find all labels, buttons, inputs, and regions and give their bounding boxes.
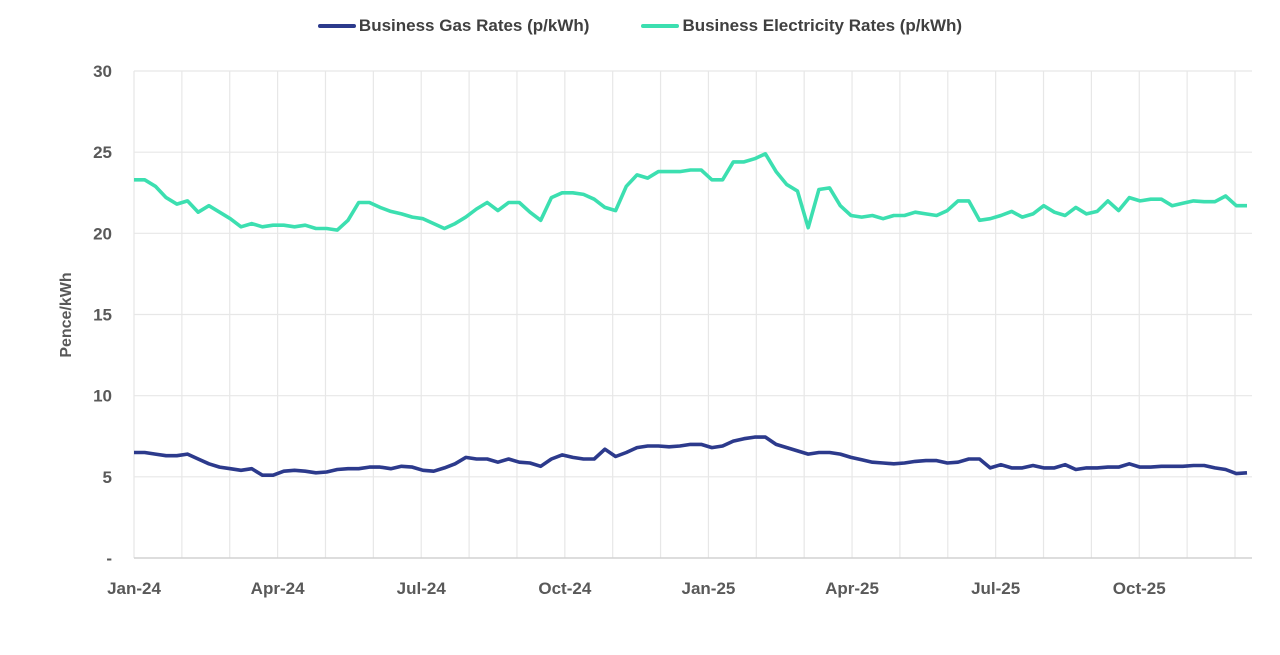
legend: Business Gas Rates (p/kWh) Business Elec… — [0, 16, 1280, 36]
electricity-line-swatch — [641, 24, 680, 28]
legend-label-gas: Business Gas Rates (p/kWh) — [358, 16, 590, 35]
y-axis-title: Pence/kWh — [58, 272, 75, 358]
x-tick-label: Jul-24 — [397, 579, 447, 598]
gas-line-swatch — [317, 24, 356, 28]
legend-item-gas: Business Gas Rates (p/kWh) — [317, 16, 590, 36]
legend-item-electricity: Business Electricity Rates (p/kWh) — [641, 16, 962, 36]
x-tick-label: Jul-25 — [971, 579, 1020, 598]
x-tick-label: Oct-24 — [538, 579, 591, 598]
x-tick-label: Jan-25 — [681, 579, 735, 598]
y-tick-label: 25 — [93, 143, 112, 162]
y-tick-label: 20 — [93, 224, 112, 243]
electricity-rates-line — [134, 152, 1247, 232]
y-tick-label: - — [106, 549, 112, 568]
x-tick-label: Apr-25 — [825, 579, 879, 598]
y-tick-label: 5 — [103, 468, 112, 487]
x-tick-label: Jan-24 — [107, 579, 161, 598]
y-tick-label: 10 — [93, 387, 112, 406]
gas-rates-line — [134, 435, 1248, 478]
y-tick-label: 30 — [93, 62, 112, 81]
y-tick-label: 15 — [93, 306, 112, 325]
x-tick-label: Oct-25 — [1113, 579, 1166, 598]
x-tick-label: Apr-24 — [251, 579, 305, 598]
legend-label-electricity: Business Electricity Rates (p/kWh) — [682, 16, 963, 35]
